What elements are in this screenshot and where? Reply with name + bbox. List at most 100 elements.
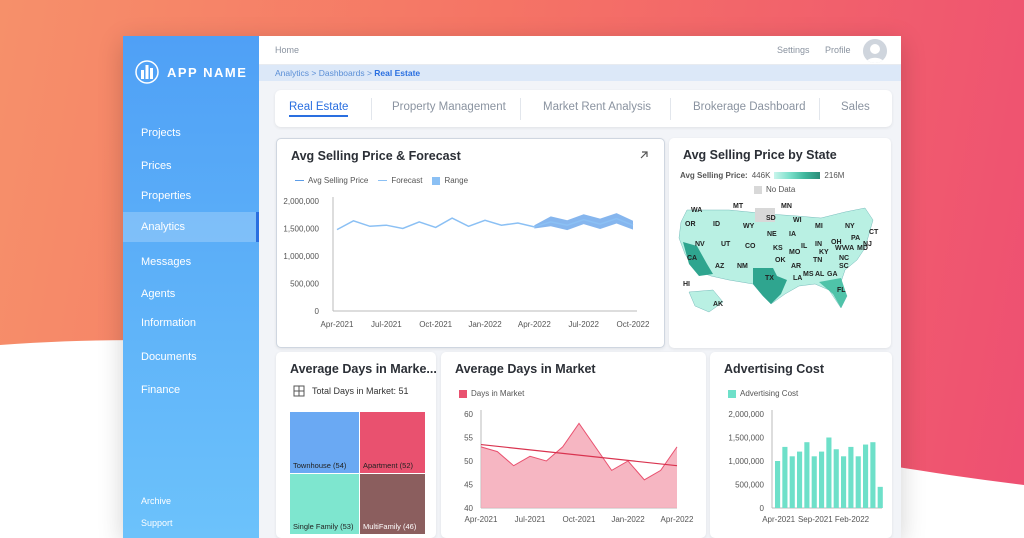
sidebar-item-prices[interactable]: Prices — [141, 160, 172, 172]
bar — [819, 451, 825, 508]
state-label: NY — [845, 223, 855, 230]
support-link[interactable]: Support — [141, 518, 173, 528]
state-ak-region — [688, 289, 724, 313]
treemap-cell-townhouse[interactable]: Townhouse (54) — [290, 412, 359, 473]
bar — [782, 446, 788, 508]
legend-swatch — [432, 176, 441, 185]
legend-swatch — [754, 185, 762, 194]
app-name: APP NAME — [167, 64, 248, 80]
tab-sales[interactable]: Sales — [841, 101, 870, 113]
state-label: FL — [837, 287, 846, 294]
tab-market-rent-analysis[interactable]: Market Rent Analysis — [543, 101, 652, 113]
state-label: KS — [773, 245, 783, 252]
home-link[interactable]: Home — [275, 45, 300, 55]
card-title: Avg Selling Price & Forecast — [291, 149, 461, 163]
range-band — [534, 213, 633, 231]
legend-label: Avg Selling Price — [308, 176, 369, 185]
user-avatar-icon — [863, 39, 887, 63]
state-label: PA — [851, 235, 860, 242]
state-nd-no-data — [755, 208, 775, 222]
state-label: LA — [793, 275, 802, 282]
us-map[interactable]: WA MT MN OR ID WY SD WI MI NY NV UT CO NE IA IL IN OH PANJ… — [669, 198, 891, 343]
legend-label: Avg Selling Price: — [680, 171, 748, 180]
days-area-card[interactable]: Average Days in Market Days in Market 60… — [441, 352, 706, 538]
sidebar-item-properties[interactable]: Properties — [141, 190, 192, 202]
legend-swatch — [295, 179, 304, 182]
breadcrumb-item-analytics[interactable]: Analytics — [275, 68, 310, 78]
state-label: NC — [839, 255, 849, 262]
sidebar-item-documents[interactable]: Documents — [141, 351, 197, 363]
state-label: MI — [815, 223, 823, 230]
tab-divider — [670, 98, 671, 120]
state-label: NE — [767, 231, 777, 238]
state-label: SC — [839, 263, 849, 270]
state-label: MT — [733, 203, 744, 210]
state-label: OK — [775, 257, 786, 264]
tab-real-estate[interactable]: Real Estate — [289, 101, 349, 117]
tab-property-management[interactable]: Property Management — [392, 101, 506, 113]
state-label: WY — [743, 223, 755, 230]
bar — [775, 461, 781, 508]
tab-brokerage-dashboard[interactable]: Brokerage Dashboard — [693, 101, 806, 113]
state-label: MO — [789, 249, 801, 256]
series-line-0 — [336, 217, 535, 231]
legend-label: Days in Market — [471, 389, 525, 398]
ad-cost-bar-chart[interactable]: 2,000,000 1,500,000 1,000,000 500,000 0 Apr-2… — [710, 404, 892, 536]
breadcrumb-current: Real Estate — [374, 68, 421, 78]
y-tick-label: 2,000,000 — [283, 197, 319, 206]
profile-link[interactable]: Profile — [825, 45, 851, 55]
treemap-label: Apartment (52) — [363, 461, 414, 470]
price-line-chart[interactable]: 2,000,0001,500,0001,000,000500,0000Apr-2… — [277, 189, 666, 339]
area-fill — [481, 423, 677, 508]
archive-link[interactable]: Archive — [141, 496, 172, 506]
x-tick-label: Apr-2021 — [321, 320, 354, 329]
treemap-cell-multifamily[interactable]: MultiFamily (46) — [360, 474, 425, 534]
treemap-cell-single-family[interactable]: Single Family (53) — [290, 474, 359, 534]
sidebar-item-analytics[interactable]: Analytics — [123, 212, 259, 242]
sidebar-item-messages[interactable]: Messages — [141, 256, 192, 268]
app-logo[interactable]: APP NAME — [135, 60, 247, 84]
legend-label: Forecast — [391, 176, 423, 185]
state-label: NJ — [863, 241, 872, 248]
card-title: Average Days in Marke... — [290, 362, 437, 376]
card-title: Average Days in Market — [455, 362, 596, 376]
sidebar-item-information[interactable]: Information — [141, 317, 197, 329]
y-tick-label: 50 — [464, 457, 473, 466]
series-line-1 — [534, 217, 634, 228]
breadcrumb-item-dashboards[interactable]: Dashboards — [318, 68, 365, 78]
y-tick-label: 40 — [464, 504, 473, 513]
dashboard-tabs: Real Estate Property Management Market R… — [275, 90, 892, 127]
state-label: IA — [789, 231, 796, 238]
state-label: TX — [765, 275, 774, 282]
avatar[interactable] — [863, 39, 887, 63]
expand-arrow-icon[interactable] — [638, 149, 650, 161]
trend-line — [480, 443, 678, 467]
treemap-cell-apartment[interactable]: Apartment (52) — [360, 412, 425, 473]
sidebar-item-projects[interactable]: Projects — [141, 127, 181, 139]
state-label: AZ — [715, 263, 725, 270]
sidebar-item-agents[interactable]: Agents — [141, 288, 176, 300]
state-label: OH — [831, 239, 842, 246]
days-treemap-card[interactable]: Average Days in Marke... Total Days in M… — [276, 352, 437, 538]
days-area-chart[interactable]: 60 55 50 45 40 Apr-2021 Jul-2021 Oct-2021 Jan-20… — [441, 404, 706, 536]
x-tick-label: Jan-2022 — [468, 320, 502, 329]
x-tick-label: Feb-2022 — [835, 515, 870, 524]
state-label: CO — [745, 243, 756, 250]
price-by-state-card[interactable]: Avg Selling Price by State Avg Selling P… — [669, 138, 891, 348]
y-tick-label: 500,000 — [735, 481, 764, 490]
state-tx-region — [753, 268, 787, 304]
state-label: HI — [683, 281, 690, 288]
settings-link[interactable]: Settings — [777, 45, 810, 55]
state-label: MS — [803, 271, 814, 278]
x-tick-label: Apr-2022 — [661, 515, 694, 524]
sidebar-item-finance[interactable]: Finance — [141, 384, 181, 396]
building-logo-icon — [135, 60, 159, 84]
state-label: CT — [869, 229, 879, 236]
ad-cost-card[interactable]: Advertising Cost Advertising Cost 2,000,… — [710, 352, 892, 538]
bar — [870, 442, 876, 508]
y-tick-label: 1,500,000 — [728, 434, 764, 443]
tab-divider — [371, 98, 372, 120]
tab-divider — [819, 98, 820, 120]
avg-price-card[interactable]: Avg Selling Price & Forecast Avg Selling… — [276, 138, 665, 348]
bar — [848, 446, 854, 508]
